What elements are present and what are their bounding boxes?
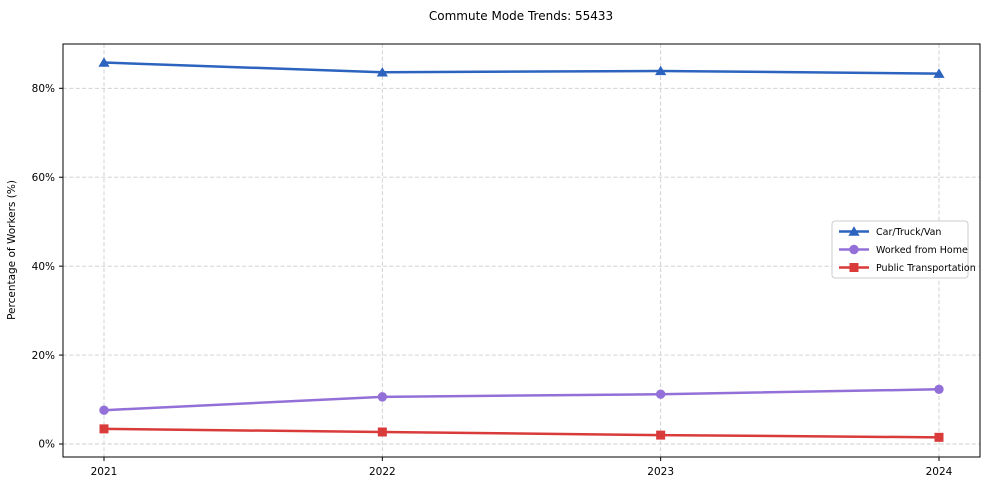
legend-label: Worked from Home [876, 245, 968, 256]
series-line [102, 427, 941, 439]
x-tick-label: 2023 [647, 466, 674, 478]
data-point-marker [655, 389, 666, 399]
axes-spines [62, 43, 981, 458]
y-tick-label: 20% [32, 350, 55, 362]
data-point-marker [376, 67, 388, 77]
y-tick-label: 60% [32, 172, 55, 184]
chart-title: Commute Mode Trends: 55433 [429, 9, 613, 23]
series-line [102, 388, 941, 412]
y-tick-label: 80% [32, 83, 55, 95]
legend-label: Public Transportation [876, 263, 976, 274]
legend: Car/Truck/Van Worked from Home Public Tran… [831, 220, 976, 279]
legend-marker [849, 263, 859, 272]
tick-layer: 2021 2022 2023 2024 0% 20% 40% 60% 80% [32, 83, 953, 478]
legend-marker [848, 226, 860, 236]
data-point-marker [99, 405, 109, 415]
data-point-marker [377, 427, 387, 437]
data-point-marker [934, 384, 944, 395]
data-point-marker [934, 432, 944, 442]
x-tick-label: 2022 [369, 466, 396, 478]
legend-item: Worked from Home [839, 244, 968, 256]
plot-border [62, 43, 981, 458]
data-point-marker [377, 392, 388, 402]
data-point-marker [99, 424, 109, 434]
legend-label: Car/Truck/Van [876, 227, 941, 238]
legend-item: Public Transportation [839, 263, 976, 274]
data-point-marker [933, 68, 945, 78]
series-worked-from-home [99, 384, 944, 415]
data-point-marker [655, 65, 667, 76]
series-car-truck-van [98, 57, 945, 78]
legend-box [831, 220, 969, 279]
x-tick-label: 2021 [91, 466, 118, 478]
series-line [102, 61, 941, 75]
legend-item: Car/Truck/Van [839, 226, 941, 238]
y-axis-label: Percentage of Workers (%) [6, 180, 18, 320]
series-layer [98, 57, 945, 442]
y-tick-label: 40% [32, 261, 55, 273]
legend-marker [849, 244, 859, 255]
data-point-marker [656, 430, 666, 440]
y-tick-label: 0% [38, 439, 55, 451]
x-tick-label: 2024 [926, 466, 953, 478]
data-point-marker [98, 57, 110, 67]
series-public-transportation [99, 424, 944, 442]
